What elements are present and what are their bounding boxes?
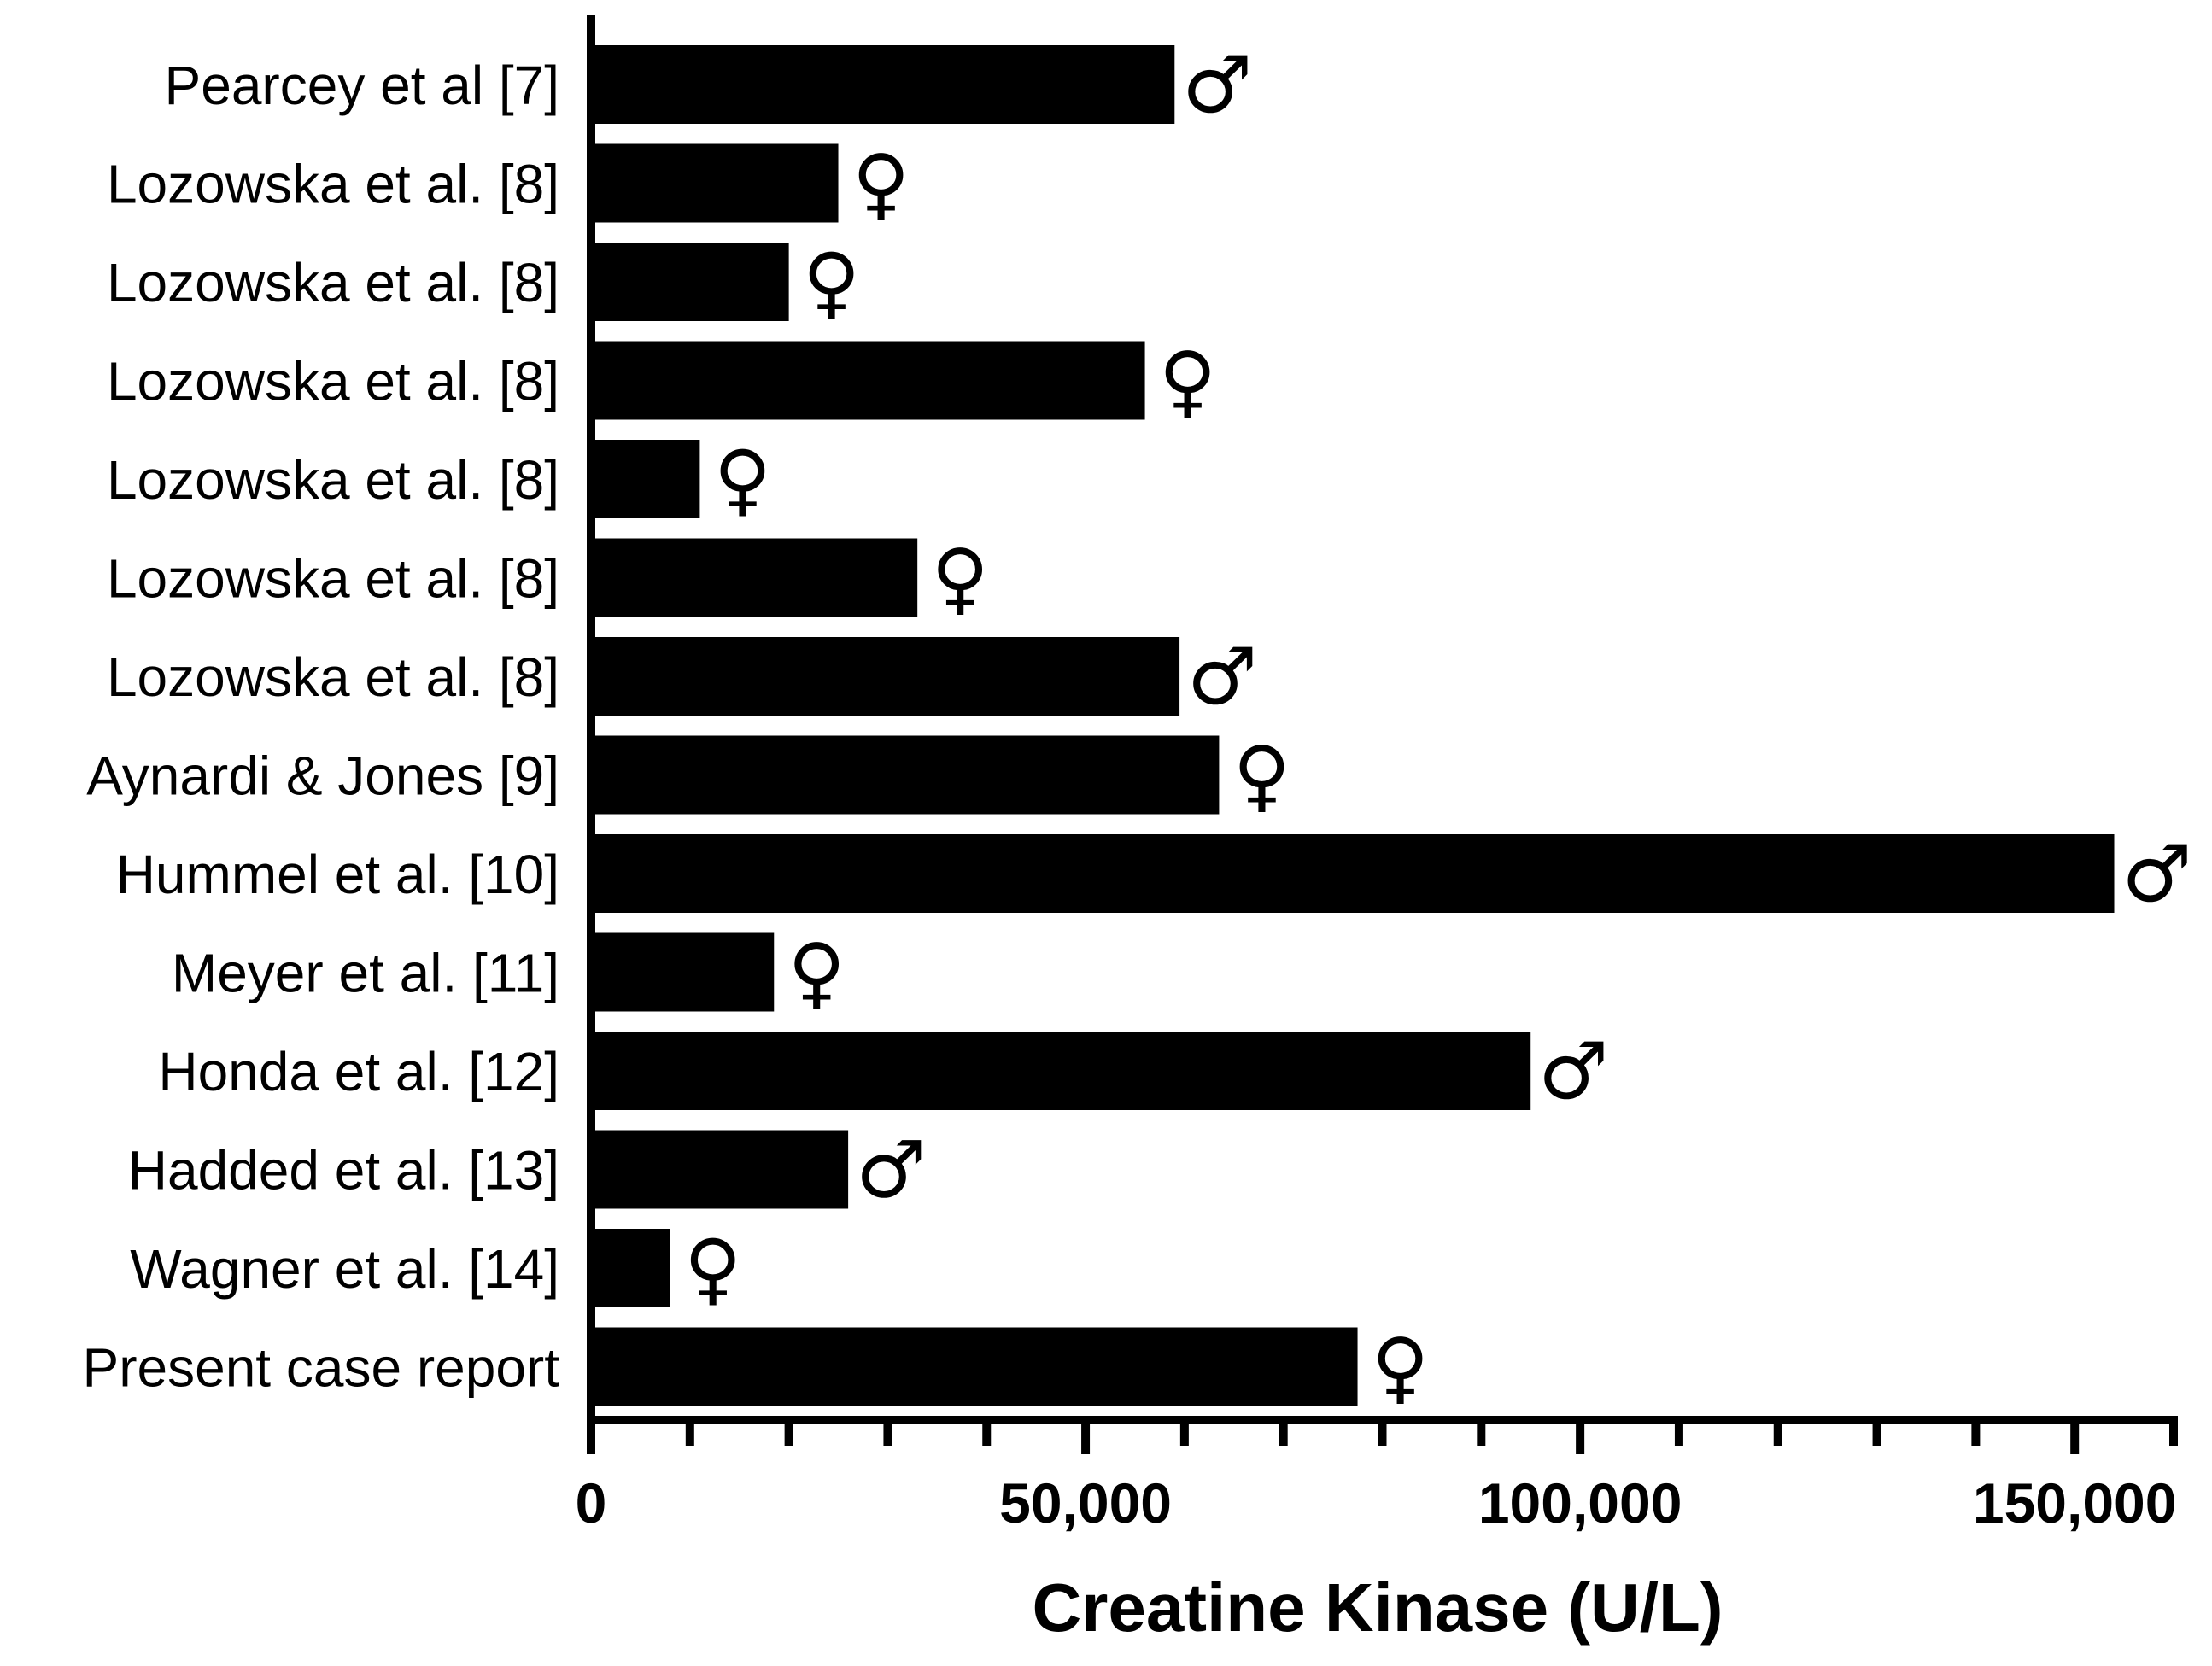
bar bbox=[591, 341, 1145, 420]
x-tick-label: 100,000 bbox=[1478, 1471, 1682, 1534]
category-label: Lozowska et al. [8] bbox=[107, 252, 559, 313]
bar bbox=[591, 1032, 1531, 1110]
bar bbox=[591, 1229, 670, 1307]
x-tick-label: 0 bbox=[576, 1471, 607, 1534]
category-label: Wagner et al. [14] bbox=[130, 1238, 559, 1300]
category-label: Lozowska et al. [8] bbox=[107, 646, 559, 708]
bar bbox=[591, 1130, 849, 1209]
sex-symbol: ♂ bbox=[1187, 631, 1257, 722]
bar bbox=[591, 637, 1180, 716]
sex-symbol: ♂ bbox=[1182, 39, 1252, 131]
sex-symbol: ♀ bbox=[1159, 336, 1216, 427]
bar bbox=[591, 440, 700, 518]
category-label: Lozowska et al. [8] bbox=[107, 548, 559, 610]
x-axis-ticks bbox=[587, 1420, 2178, 1454]
sex-symbol: ♂ bbox=[856, 1125, 926, 1216]
sex-symbol: ♀ bbox=[852, 138, 910, 230]
sex-symbol: ♂ bbox=[2121, 828, 2192, 920]
bar bbox=[591, 243, 789, 321]
sex-symbol: ♀ bbox=[1233, 730, 1290, 821]
x-axis-tick-labels: 0 50,000 100,000 150,000 bbox=[576, 1471, 2177, 1534]
axes bbox=[587, 15, 2178, 1454]
category-label: Aynardi & Jones [9] bbox=[86, 745, 559, 807]
bars-layer bbox=[591, 45, 2115, 1406]
x-tick-label: 50,000 bbox=[999, 1471, 1172, 1534]
bar bbox=[591, 834, 2115, 913]
category-labels: Pearcey et al [7] Lozowska et al. [8] Lozo… bbox=[83, 55, 560, 1399]
category-label: Lozowska et al. [8] bbox=[107, 351, 559, 412]
x-axis-title: Creatine Kinase (U/L) bbox=[1032, 1570, 1723, 1646]
sex-symbols-layer: ♂♀♀♀♀♀♂♀♂♀♂♂♀♀ bbox=[684, 39, 2192, 1413]
sex-symbol: ♀ bbox=[684, 1223, 741, 1314]
sex-symbol: ♀ bbox=[788, 927, 846, 1019]
category-label: Meyer et al. [11] bbox=[172, 943, 559, 1004]
sex-symbol: ♀ bbox=[714, 434, 771, 525]
sex-symbol: ♂ bbox=[1538, 1026, 1608, 1117]
bar bbox=[591, 143, 839, 223]
x-tick-label: 150,000 bbox=[1973, 1471, 2177, 1534]
bar bbox=[591, 1327, 1358, 1406]
category-label: Present case report bbox=[83, 1337, 560, 1399]
category-label: Hadded et al. [13] bbox=[128, 1140, 559, 1201]
category-label: Lozowska et al. [8] bbox=[107, 449, 559, 511]
sex-symbol: ♀ bbox=[1372, 1322, 1429, 1413]
category-label: Lozowska et al. [8] bbox=[107, 154, 559, 215]
sex-symbol: ♀ bbox=[803, 237, 860, 328]
sex-symbol: ♀ bbox=[931, 533, 988, 624]
bar bbox=[591, 735, 1220, 815]
category-label: Hummel et al. [10] bbox=[116, 844, 559, 905]
bar bbox=[591, 538, 918, 617]
category-label: Honda et al. [12] bbox=[158, 1041, 559, 1102]
bar bbox=[591, 45, 1175, 124]
category-label: Pearcey et al [7] bbox=[165, 55, 559, 116]
bar bbox=[591, 932, 775, 1012]
